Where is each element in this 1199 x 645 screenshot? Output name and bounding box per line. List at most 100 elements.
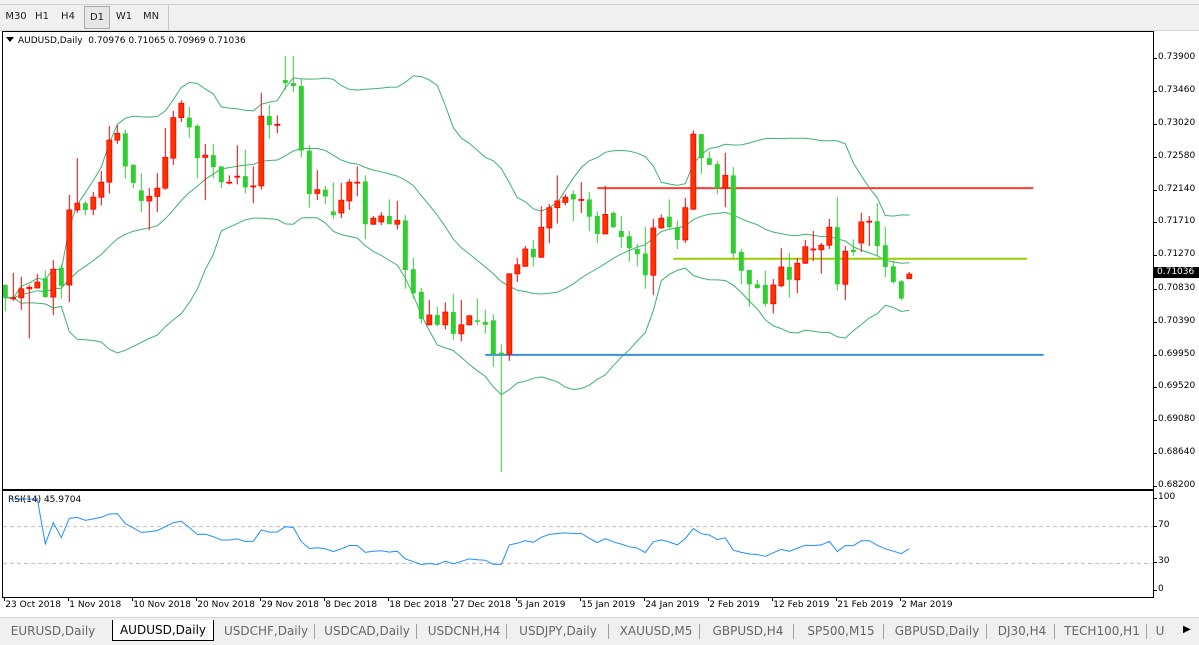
candle <box>90 191 97 216</box>
timeframe-m30-button[interactable]: M30 <box>5 11 27 22</box>
price-axis-tick <box>1153 190 1157 192</box>
tab-usdjpy-daily[interactable]: USDJPY,Daily <box>519 624 597 638</box>
candle <box>18 276 25 310</box>
price-chart-panel[interactable] <box>2 31 1154 490</box>
candle-body <box>586 199 592 217</box>
tab-u[interactable]: U <box>1155 624 1165 638</box>
tab-separator <box>1146 624 1147 639</box>
candle-body <box>906 273 913 279</box>
rsi-panel[interactable] <box>2 490 1154 598</box>
candle <box>74 158 81 213</box>
candle <box>146 188 153 231</box>
tab-tech100-h1[interactable]: TECH100,H1 <box>1064 624 1140 638</box>
candle-body <box>458 324 465 335</box>
candle <box>170 110 177 165</box>
timeframe-mn-button[interactable]: MN <box>142 11 160 22</box>
candle-body <box>674 227 680 240</box>
candle <box>650 218 657 295</box>
candle <box>874 203 880 256</box>
tab-separator <box>416 624 417 639</box>
timeframe-h4-button[interactable]: H4 <box>61 11 75 22</box>
price-axis-tick <box>1153 354 1157 356</box>
candle-body <box>570 194 576 200</box>
candle <box>34 273 41 289</box>
candle <box>906 271 913 280</box>
candle <box>738 248 744 285</box>
candle-body <box>778 266 785 287</box>
candle <box>82 200 88 216</box>
candle <box>378 212 385 225</box>
timeframe-d1-button[interactable]: D1 <box>84 6 110 29</box>
candle-body <box>802 246 809 264</box>
candle-body <box>858 221 865 244</box>
candle <box>314 170 321 201</box>
candle <box>554 175 561 224</box>
candle-body <box>698 134 704 159</box>
candle <box>466 315 473 326</box>
candle <box>58 264 64 299</box>
candle-body <box>218 166 224 183</box>
candle-body <box>298 86 304 151</box>
candle-body <box>26 286 33 290</box>
candle-body <box>522 248 529 267</box>
candle <box>130 164 136 189</box>
tab-usdchf-daily[interactable]: USDCHF,Daily <box>223 624 309 638</box>
time-axis-label: 29 Nov 2018 <box>261 600 319 610</box>
candle <box>586 191 592 231</box>
candle-body <box>498 352 504 355</box>
price-axis-tick <box>1153 124 1157 126</box>
candle <box>674 220 680 249</box>
tab-usdcad-daily[interactable]: USDCAD,Daily <box>324 624 410 638</box>
price-axis-tick <box>1153 452 1157 454</box>
timeframe-w1-button[interactable]: W1 <box>115 11 133 22</box>
candle-body <box>514 264 521 275</box>
price-axis-label: 0.73460 <box>1158 85 1196 96</box>
candle <box>746 270 752 307</box>
candle <box>842 245 849 301</box>
price-axis-tick <box>1153 255 1157 257</box>
candle-body <box>434 315 440 325</box>
tab-dj30-h4[interactable]: DJ30,H4 <box>997 624 1047 638</box>
candle <box>242 149 248 194</box>
time-axis-label: 2 Feb 2019 <box>709 600 760 610</box>
candle <box>362 175 368 240</box>
candle <box>474 298 480 325</box>
candle <box>642 227 648 289</box>
tabs-scroll-right-icon[interactable]: ▶ <box>1183 624 1191 635</box>
candle <box>434 306 440 327</box>
candle-body <box>66 209 73 286</box>
candle <box>762 270 768 307</box>
tab-sp500-m15[interactable]: SP500,M15 <box>807 624 875 638</box>
collapse-triangle-icon[interactable] <box>6 37 14 42</box>
tab-separator <box>608 624 609 639</box>
rsi-axis-tick <box>1153 562 1157 564</box>
candle-body <box>850 249 856 252</box>
candle <box>330 182 336 219</box>
tab-gbpusd-daily[interactable]: GBPUSD,Daily <box>894 624 980 638</box>
tab-audusd-daily[interactable]: AUDUSD,Daily <box>112 620 214 641</box>
price-axis-tick <box>1153 157 1157 159</box>
candle <box>658 214 665 229</box>
candle-body <box>746 270 752 285</box>
rsi-canvas <box>3 498 1153 566</box>
tab-gbpusd-h4[interactable]: GBPUSD,H4 <box>712 624 784 638</box>
candle <box>298 78 304 158</box>
price-axis-tick <box>1153 321 1157 323</box>
candle-body <box>594 215 600 234</box>
candle-body <box>74 202 81 211</box>
candle <box>786 252 792 298</box>
tab-separator <box>1054 624 1055 639</box>
candle <box>234 145 241 185</box>
tab-usdcnh-h4[interactable]: USDCNH,H4 <box>427 624 501 638</box>
candle-body <box>602 214 609 235</box>
candle-body <box>154 187 161 197</box>
rsi-axis-tick <box>1153 590 1157 591</box>
time-axis-tick <box>324 597 326 601</box>
price-axis-label: 0.69080 <box>1158 413 1196 424</box>
tab-eurusd-daily[interactable]: EURUSD,Daily <box>10 624 96 638</box>
timeframe-h1-button[interactable]: H1 <box>35 11 49 22</box>
candle-body <box>42 278 48 298</box>
candle <box>594 211 600 243</box>
tab-xauusd-m5[interactable]: XAUUSD,M5 <box>619 624 693 638</box>
candle <box>266 104 272 139</box>
